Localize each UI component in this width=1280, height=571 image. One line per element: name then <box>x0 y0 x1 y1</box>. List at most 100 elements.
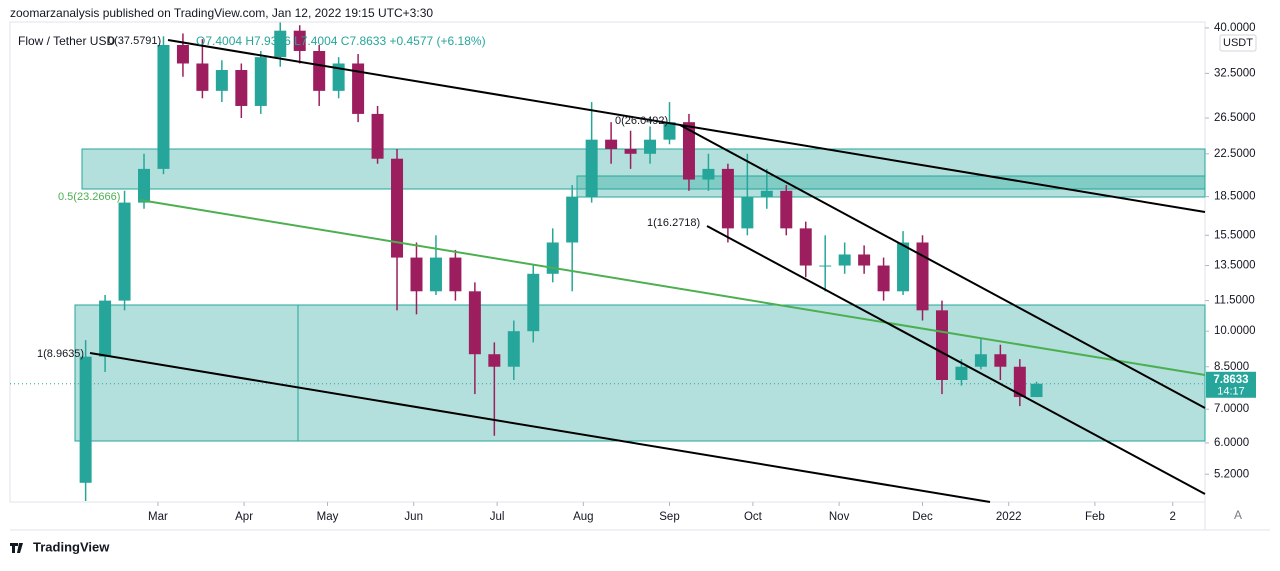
trend-line <box>89 352 991 503</box>
zone <box>81 148 1206 190</box>
candle-body <box>682 122 695 180</box>
candle-body <box>838 254 851 266</box>
candle-body <box>799 228 812 266</box>
last-price-box <box>1206 371 1256 398</box>
candle-body <box>1030 383 1043 398</box>
candle-body <box>702 168 715 180</box>
candle-body <box>546 242 559 274</box>
y-tick-label: 6.0000 <box>1214 437 1249 449</box>
candle-body <box>605 139 618 149</box>
candle-body <box>118 202 131 301</box>
x-tick-label: Feb <box>1085 511 1105 523</box>
candle-body <box>877 265 890 292</box>
candle-body <box>994 354 1007 367</box>
currency[interactable]: USDT <box>1223 37 1253 49</box>
trend-line <box>679 124 1206 409</box>
trend-line <box>167 39 1206 213</box>
annotation: 0(37.5791) <box>108 35 161 47</box>
x-tick-label: Dec <box>912 511 933 523</box>
x-tick-label: Aug <box>573 511 593 523</box>
y-tick-label: 26.5000 <box>1214 112 1256 124</box>
candle-body <box>566 196 579 243</box>
currency-box[interactable] <box>1219 34 1257 52</box>
candle-body <box>741 196 754 229</box>
candle-body <box>371 113 384 159</box>
candle-body <box>644 139 657 154</box>
symbol: Flow / Tether USD <box>18 34 115 48</box>
candle-body <box>332 63 345 91</box>
candle-body <box>780 190 793 229</box>
candle-body <box>819 265 832 267</box>
candle-body <box>391 158 404 258</box>
x-tick-label: Apr <box>235 511 253 523</box>
brand-logo <box>10 543 23 553</box>
candle-body <box>663 122 676 140</box>
candle-body <box>760 190 773 197</box>
ohlc: O7.4004 H7.9366 L7.4004 C7.8633 +0.4577 … <box>196 34 486 48</box>
x-tick-label: 2022 <box>996 511 1022 523</box>
candle-body <box>488 354 501 367</box>
y-tick-label: 13.5000 <box>1214 260 1256 272</box>
candle-body <box>468 291 481 355</box>
x-tick-label: Mar <box>148 511 168 523</box>
zone <box>74 304 1206 442</box>
candle-body <box>293 30 306 51</box>
y-tick-label: 5.2000 <box>1214 468 1249 480</box>
annotation: 0(26.0492) <box>615 115 668 127</box>
x-tick-label: Sep <box>659 511 679 523</box>
candle-body <box>527 273 540 332</box>
trend-lines <box>89 39 1206 503</box>
last-price-label: 7.8633 <box>1213 374 1248 386</box>
x-tick-label: May <box>317 511 339 523</box>
y-tick-label: 10.0000 <box>1214 325 1256 337</box>
candle-body <box>429 257 442 292</box>
y-tick-label: 8.5000 <box>1214 361 1249 373</box>
candle-body <box>955 366 968 380</box>
candle-body <box>974 354 987 367</box>
x-tick-label: Nov <box>829 511 850 523</box>
candle-body <box>449 257 462 292</box>
candle-body <box>352 63 365 114</box>
y-tick-label: 32.5000 <box>1214 67 1256 79</box>
candle-body <box>1013 366 1026 398</box>
zone <box>576 175 1206 198</box>
y-tick-label: 22.5000 <box>1214 148 1256 160</box>
y-tick-label: 18.5000 <box>1214 191 1256 203</box>
candle-body <box>721 168 734 229</box>
publisher: zoomarzanalysis published on TradingView… <box>10 6 433 20</box>
annotation: 1(8.9635) <box>37 348 84 360</box>
y-tick-label: 7.0000 <box>1214 403 1249 415</box>
y-tick-label: 11.5000 <box>1214 295 1255 307</box>
candle-body <box>254 57 267 106</box>
brand: TradingView <box>33 539 110 554</box>
candle-body <box>313 50 326 91</box>
candle-body <box>176 44 189 64</box>
annotation: 1(16.2718) <box>647 217 700 229</box>
candle-body <box>79 356 92 483</box>
candle-body <box>157 44 170 169</box>
x-tick-label: 2 <box>1170 511 1176 523</box>
y-tick-label: 40.0000 <box>1214 22 1256 34</box>
trend-line <box>139 199 1206 376</box>
annotation: 0.5(23.2666) <box>58 191 120 203</box>
candle-body <box>274 30 287 58</box>
countdown: 14:17 <box>1217 386 1245 398</box>
auto-scale-button[interactable]: A <box>1234 508 1242 522</box>
x-tick-label: Jul <box>490 511 505 523</box>
candle-body <box>897 242 910 292</box>
trend-line <box>706 225 1206 495</box>
candle-body <box>624 148 637 154</box>
candle-body <box>935 310 948 380</box>
x-tick-label: Jun <box>404 511 423 523</box>
plot-frame <box>9 21 1206 503</box>
candle-body <box>585 139 598 197</box>
candle-body <box>235 70 248 106</box>
candle-body <box>916 242 929 311</box>
candle-body <box>507 331 520 367</box>
candle-body <box>196 63 209 91</box>
x-tick-label: Oct <box>744 511 763 523</box>
candle-body <box>99 300 112 357</box>
candle-body <box>215 70 228 91</box>
